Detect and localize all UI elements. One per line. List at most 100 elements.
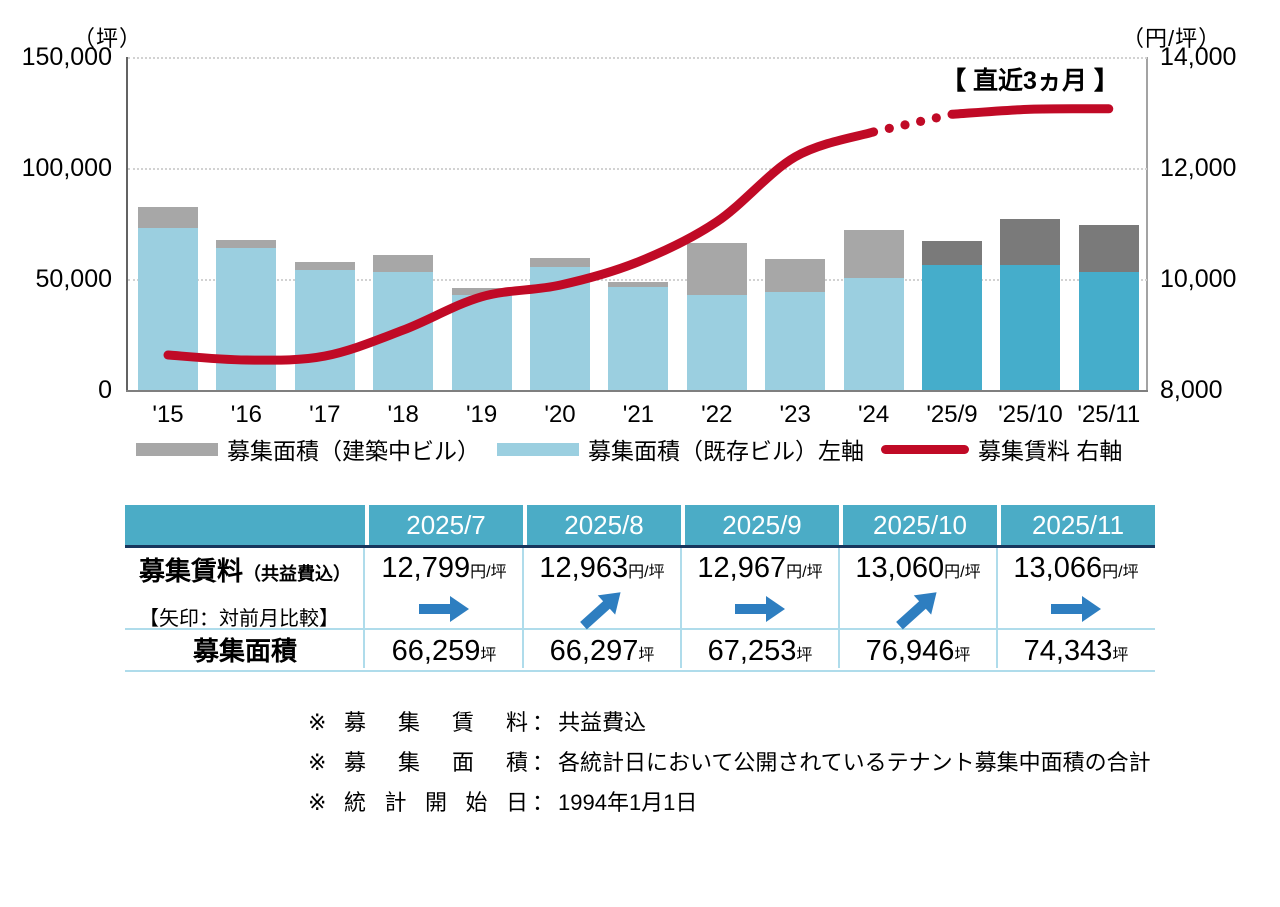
recent-3-months-annotation: 【 直近3ヵ月 】	[941, 67, 1119, 95]
bar-'24	[843, 229, 904, 390]
table-column-separator	[680, 548, 682, 668]
rent-line-dot	[916, 116, 926, 126]
bar-segment-existing	[294, 270, 355, 390]
area-value-cell: 76,946坪	[839, 635, 997, 668]
left-axis-line	[126, 57, 128, 392]
bar-'21	[608, 282, 669, 390]
x-axis-label: '16	[230, 401, 263, 428]
x-axis-label: '25/11	[1077, 401, 1141, 428]
right-axis-unit-label: （円/坪）	[1122, 26, 1222, 51]
rent-value-unit: 円/坪	[1102, 564, 1139, 581]
arrow-cell	[365, 592, 523, 626]
right-axis-tick: 14,000	[1160, 43, 1237, 71]
rent-line-dot	[884, 123, 894, 133]
rent-value: 12,963円/坪	[539, 552, 665, 584]
table-column-separator	[838, 548, 840, 668]
gridline	[128, 168, 1147, 170]
rent-value-unit: 円/坪	[628, 564, 665, 581]
table-header-cell: 2025/9	[685, 505, 839, 545]
left-axis-tick: 50,000	[35, 265, 112, 293]
table-column-separator	[996, 548, 998, 668]
legend-label: 募集賃料 右軸	[978, 438, 1123, 464]
area-value-cell: 66,259坪	[365, 635, 523, 668]
table-column-separator	[522, 548, 524, 668]
rent-line-swatch-icon	[881, 444, 969, 454]
legend-label: 募集面積（既存ビル）左軸	[588, 438, 864, 464]
bar-segment-construction	[843, 229, 904, 279]
rent-row-label: 募集賃料（共益費込） 【矢印：対前月比較】	[139, 551, 369, 631]
area-value-cell: 66,297坪	[523, 635, 681, 668]
rent-value: 12,967円/坪	[697, 552, 823, 584]
rent-line-dot	[931, 113, 941, 123]
gridline	[128, 57, 1147, 59]
rent-value-cell: 12,799円/坪	[365, 552, 523, 626]
bar-segment-construction	[216, 239, 277, 248]
area-value-unit: 坪	[954, 647, 971, 664]
area-value: 76,946坪	[865, 635, 971, 667]
bar-'25/11	[1078, 224, 1139, 390]
area-value-cell: 67,253坪	[681, 635, 839, 668]
bar-segment-existing	[216, 247, 277, 390]
rent-row-label-suffix: （共益費込）	[243, 564, 352, 584]
area-value: 67,253坪	[707, 635, 813, 667]
footnote: ※ 募 集 賃 料：共益費込	[308, 705, 1151, 745]
bar-'25/9	[922, 240, 982, 390]
right-axis-line	[1146, 57, 1148, 392]
bar-'20	[530, 257, 590, 390]
bar-'25/10	[1000, 219, 1061, 390]
plot-area	[128, 57, 1147, 390]
bar-segment-construction	[922, 240, 982, 266]
left-axis-tick: 100,000	[21, 154, 112, 182]
footnote-colon: ：	[531, 790, 554, 815]
x-axis-label: '20	[544, 401, 576, 428]
rent-value-unit: 円/坪	[944, 564, 981, 581]
bar-'17	[294, 261, 355, 390]
bar-segment-existing	[373, 272, 434, 390]
chart-legend: 募集面積（建築中ビル） 募集面積（既存ビル）左軸 募集賃料 右軸	[136, 433, 1139, 465]
right-axis-tick: 12,000	[1160, 154, 1237, 182]
footnote-value: 共益費込	[558, 710, 647, 735]
area-value-cell: 74,343坪	[997, 635, 1155, 668]
rent-line-path	[947, 104, 1114, 119]
x-axis-label: '18	[387, 401, 419, 428]
footnote-mark: ※	[308, 750, 327, 775]
bar-segment-existing	[608, 287, 669, 390]
flat-arrow-icon	[419, 596, 469, 622]
footnote-colon: ：	[531, 710, 554, 735]
footnote: ※ 統 計 開 始 日： 1994年1月1日	[308, 785, 1151, 825]
bar-segment-existing	[843, 278, 904, 390]
bar-segment-existing	[686, 294, 747, 390]
bar-'19	[451, 288, 512, 390]
right-axis-tick: 10,000	[1160, 265, 1237, 293]
table-header-cell: 2025/11	[1001, 505, 1155, 545]
footnote-label: 統 計 開 始 日	[344, 790, 528, 815]
x-axis-label: '23	[779, 401, 811, 428]
legend-item: 募集面積（建築中ビル）	[136, 432, 480, 466]
rent-value: 13,060円/坪	[855, 552, 981, 584]
construction-bar-swatch-icon	[136, 442, 218, 456]
bar-segment-existing	[1000, 265, 1061, 390]
area-value-unit: 坪	[796, 647, 813, 664]
footnote: ※ 募 集 面 積：各統計日において公開されているテナント募集中面積の合計	[308, 745, 1151, 785]
area-value: 66,297坪	[549, 635, 655, 667]
arrow-cell	[839, 592, 997, 630]
area-value-unit: 坪	[480, 647, 497, 664]
area-value: 66,259坪	[391, 635, 497, 667]
left-axis-unit-label: （坪）	[72, 26, 142, 51]
legend-label: 募集面積（建築中ビル）	[227, 438, 480, 464]
left-axis-tick: 150,000	[21, 43, 112, 71]
rent-line-dot	[900, 120, 910, 130]
area-value-unit: 坪	[638, 647, 655, 664]
table-bottom-border	[125, 670, 1155, 672]
bar-segment-existing	[1078, 272, 1139, 390]
arrow-cell	[997, 592, 1155, 626]
bar-segment-construction	[294, 261, 355, 271]
footnote-label: 募 集 賃 料	[344, 710, 528, 735]
x-axis-label: '22	[701, 401, 733, 428]
bar-'18	[373, 255, 434, 390]
left-axis-tick: 0	[98, 376, 112, 404]
rent-value-cell: 13,060円/坪	[839, 552, 997, 630]
x-axis-label: '15	[152, 401, 184, 428]
bar-segment-construction	[765, 259, 826, 293]
